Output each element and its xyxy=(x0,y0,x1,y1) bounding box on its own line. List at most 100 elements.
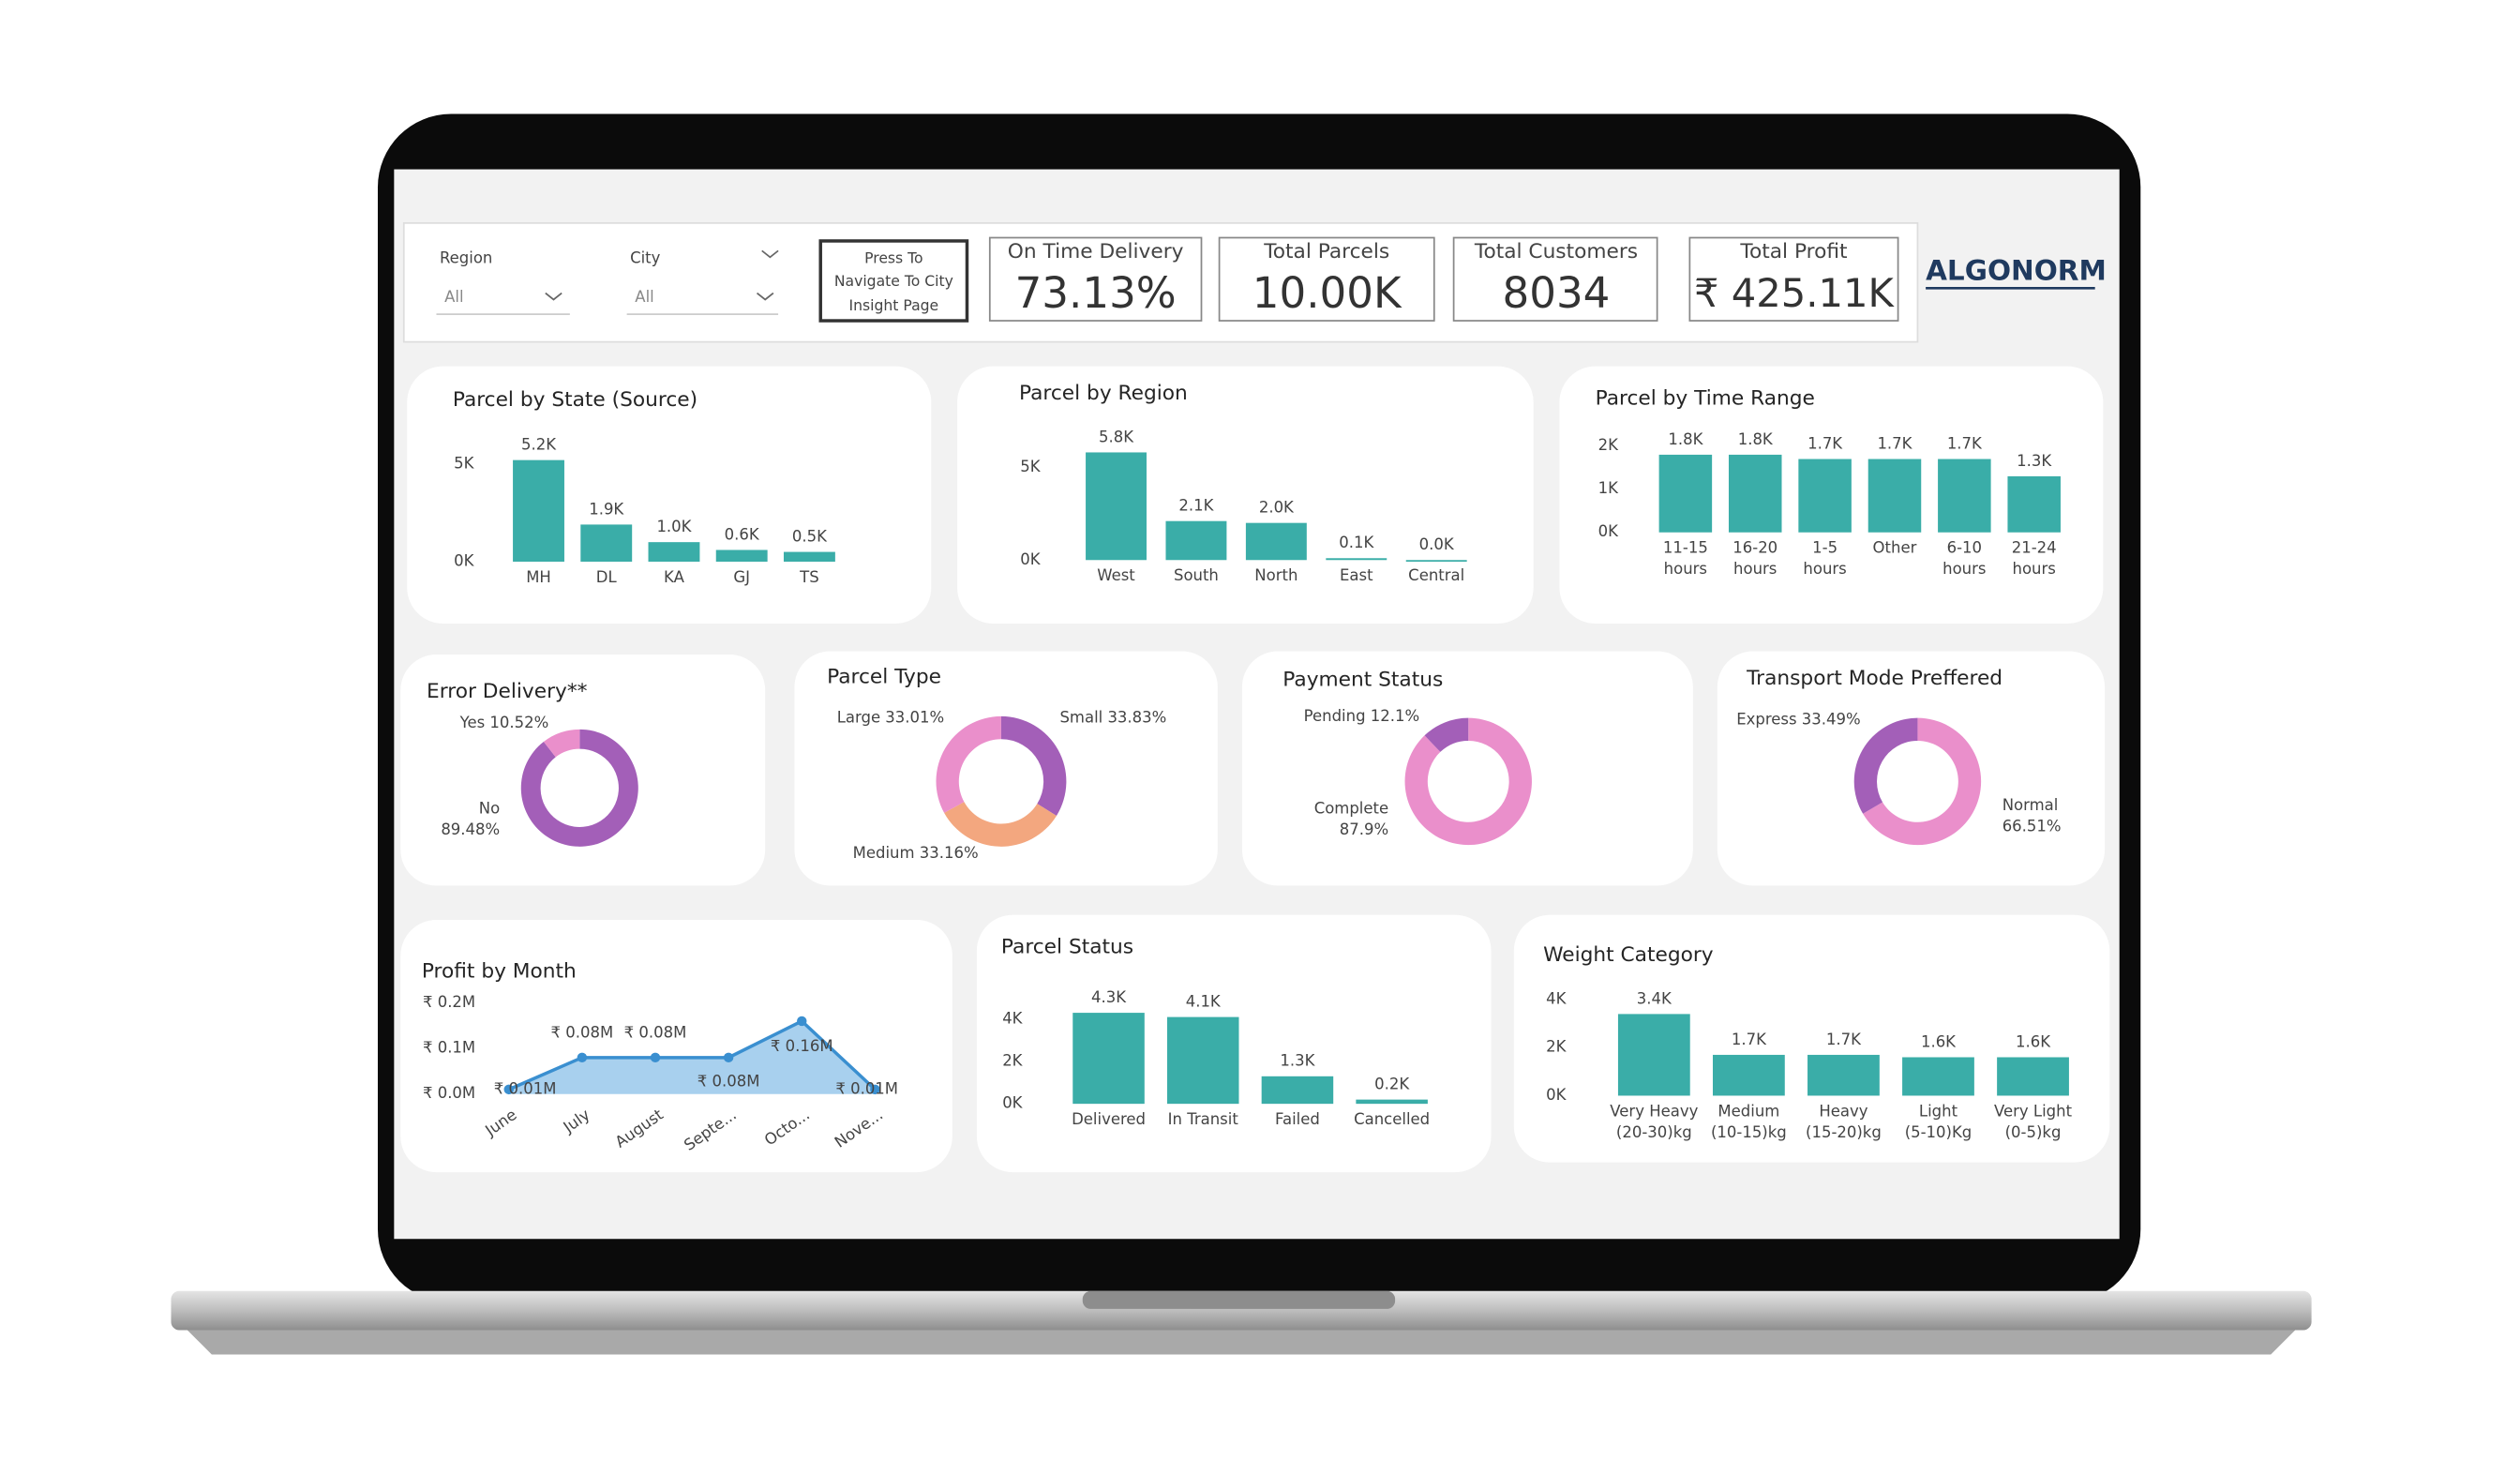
chart-title: Parcel Type xyxy=(827,665,941,688)
data-label: ₹ 0.01M xyxy=(835,1079,898,1097)
value-label: 33.16% xyxy=(920,843,979,861)
data-label: 87.9% xyxy=(1340,820,1388,838)
point xyxy=(797,1016,807,1027)
x-tick-label: West xyxy=(1097,566,1135,584)
data-label: 1.7K xyxy=(1732,1031,1767,1048)
button-text[interactable]: Press To xyxy=(864,250,922,267)
chevron[interactable] xyxy=(545,292,562,301)
chart-title: Transport Mode Preffered xyxy=(1746,667,2002,690)
donut-segment xyxy=(936,715,1001,813)
chevron[interactable] xyxy=(761,249,779,259)
legend-label: Complete xyxy=(1314,799,1388,817)
bar xyxy=(1712,1054,1785,1096)
bar xyxy=(1166,1016,1239,1105)
y-tick-label: 0K xyxy=(454,551,474,569)
kpi-label: On Time Delivery xyxy=(1008,240,1184,263)
chart-title: Parcel by State (Source) xyxy=(453,388,698,412)
kpi-value: 10.00K xyxy=(1252,268,1402,318)
y-tick-label: 2K xyxy=(1002,1052,1023,1070)
bar xyxy=(1165,520,1227,561)
data-label: ₹ 0.08M xyxy=(698,1072,760,1090)
chart-title: Parcel by Time Range xyxy=(1596,386,1815,410)
data-label: Yes 10.52% xyxy=(459,713,549,730)
chart-title: Profit by Month xyxy=(422,960,577,984)
data-label: 1.8K xyxy=(1738,430,1774,448)
bar xyxy=(1728,454,1782,533)
chevron[interactable] xyxy=(756,292,774,301)
card xyxy=(400,919,952,1173)
logo: ALGONORM xyxy=(1926,254,2107,286)
laptop-base xyxy=(171,1290,2312,1331)
data-label: 0.1K xyxy=(1339,534,1374,551)
donut-segment xyxy=(543,729,580,758)
legend-label: Small xyxy=(1059,708,1102,726)
kpi-label: Total Parcels xyxy=(1263,240,1389,263)
notch xyxy=(1082,1290,1396,1309)
data-label: ₹ 0.01M xyxy=(494,1079,557,1097)
bar xyxy=(1261,1076,1334,1105)
x-tick-label: Other xyxy=(1873,539,1917,557)
bar xyxy=(783,551,835,562)
x-tick-label: South xyxy=(1174,566,1219,584)
cards xyxy=(400,366,2110,1173)
line xyxy=(508,1018,877,1091)
bar xyxy=(1868,459,1922,533)
value-label: 10.52% xyxy=(489,713,548,730)
slicer-label: City xyxy=(630,249,661,267)
donut-segment xyxy=(1863,717,1982,846)
legend-label: Yes xyxy=(459,713,486,730)
kpi-card xyxy=(1452,236,1658,322)
x-tick-label: In Transit xyxy=(1168,1110,1239,1128)
bar xyxy=(1938,459,1991,533)
value-label: 12.1% xyxy=(1371,706,1419,724)
data-label: Small 33.83% xyxy=(1059,708,1166,726)
x-tick-label: 6-10 xyxy=(1947,539,1982,557)
laptop-lip xyxy=(187,1330,2296,1355)
x-tick-label: hours xyxy=(1942,560,1986,578)
bar xyxy=(1245,522,1307,561)
bar xyxy=(1997,1057,2069,1096)
kpi-label: Total Profit xyxy=(1739,240,1847,263)
button-text[interactable]: Insight Page xyxy=(849,297,939,314)
x-tick-label: Failed xyxy=(1275,1110,1320,1128)
value-label: 33.83% xyxy=(1107,708,1166,726)
bar xyxy=(648,542,700,562)
data-label: 1.7K xyxy=(1826,1031,1862,1048)
data-label: ₹ 0.08M xyxy=(624,1023,687,1041)
x-tick-label: 16-20 xyxy=(1732,539,1778,557)
y-tick-label: 0K xyxy=(1002,1094,1023,1112)
x-tick-label: Very Light xyxy=(1994,1102,2073,1120)
button-text[interactable]: Navigate To City xyxy=(834,273,953,290)
bar xyxy=(715,549,768,562)
x-tick-label: DL xyxy=(596,568,618,586)
slicer-value[interactable]: All xyxy=(635,288,653,306)
y-tick-label: ₹ 0.0M xyxy=(423,1084,475,1102)
kpi-value: ₹ 425.11K xyxy=(1694,270,1896,316)
kpi-card xyxy=(988,236,1203,322)
x-tick-label: Central xyxy=(1408,566,1464,584)
donut-segment xyxy=(1853,717,1918,814)
nav-button[interactable] xyxy=(818,239,969,323)
y-tick-label: 4K xyxy=(1002,1009,1023,1027)
value-label: 33.49% xyxy=(1802,710,1861,728)
data-label: 4.3K xyxy=(1091,988,1127,1006)
y-tick-label: 0K xyxy=(1546,1086,1567,1104)
kpi-label: Total Customers xyxy=(1474,240,1638,263)
bar xyxy=(1902,1057,1974,1096)
x-tick-label: hours xyxy=(1664,560,1707,578)
data-label: Medium 33.16% xyxy=(853,843,979,861)
bar xyxy=(1798,459,1852,533)
data-label: 1.0K xyxy=(656,518,692,535)
legend-label: Large xyxy=(837,708,880,726)
x-tick-label: MH xyxy=(526,568,551,586)
data-label: 0.2K xyxy=(1374,1076,1410,1093)
data-label: 2.0K xyxy=(1259,499,1295,517)
data-label: 1.8K xyxy=(1668,430,1703,448)
value-label: 33.01% xyxy=(885,708,944,726)
slicer-value[interactable]: All xyxy=(444,288,463,306)
data-label: 5.2K xyxy=(521,436,557,454)
data-label: 1.7K xyxy=(1808,434,1843,452)
bar xyxy=(1326,558,1388,561)
